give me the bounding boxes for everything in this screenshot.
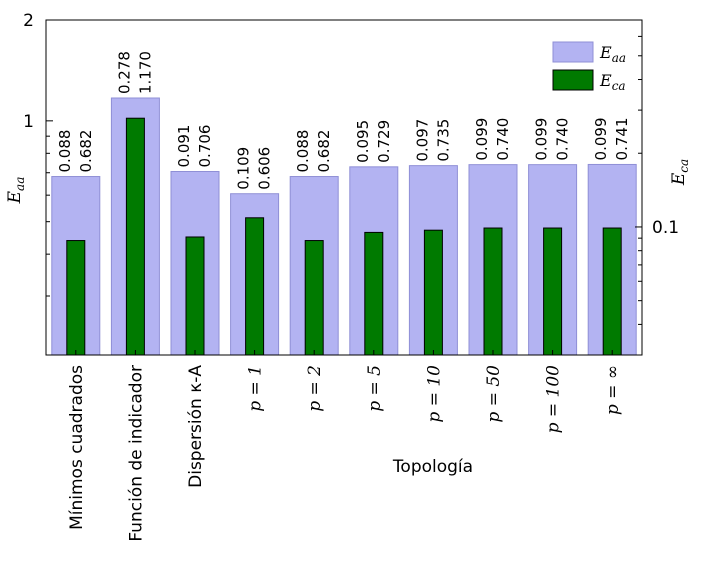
data-label-eaa: 0.682 [77,130,95,173]
right-axis-ticks: 0.1 [635,19,679,356]
bar-eca [125,117,145,356]
data-label-eaa: 0.729 [375,120,393,163]
data-label-eca: 0.091 [175,125,193,168]
data-label-eca: 0.109 [235,147,253,190]
bar-eca [543,227,563,356]
bar-eca [364,231,384,356]
data-label-eca: 0.099 [473,118,491,161]
series-eca-bars [66,117,622,356]
category-label: p = 10 [424,365,444,423]
y-axis-left-title-main: E [5,190,25,204]
tick-label-right: 0.1 [652,218,679,238]
bar-eca [483,227,503,356]
legend-swatch-eca [552,69,594,91]
y-axis-right-title-sub: ca [677,159,691,173]
category-label: Función de indicador [126,365,146,542]
data-label-eaa: 0.735 [434,119,452,162]
legend-label-eaa: Eaa [599,43,626,65]
y-axis-right-title-main: E [669,172,689,186]
y-axis-left-title: Eaa [5,177,27,205]
data-label-eca: 0.278 [115,51,133,94]
data-label-eaa: 0.740 [494,118,512,161]
data-label-eca: 0.099 [592,118,610,161]
series-eaa-bars [51,97,637,356]
y-axis-right-title: Eca [669,159,691,186]
bar-eca [245,217,265,356]
bar-eca [66,240,86,356]
x-axis-title: Topología [392,457,473,477]
tick-label-left: 1 [23,112,34,132]
category-label: p = 100 [544,365,564,434]
data-label-eaa: 0.706 [196,125,214,168]
data-label-eaa: 0.682 [315,130,333,173]
bar-eca [423,229,443,356]
tick-label-left: 2 [23,11,34,31]
data-label-eca: 0.095 [354,120,372,163]
category-label: Dispersión κ-A [186,365,206,488]
bar-eca [304,240,324,356]
category-label: p = 1 [246,365,266,412]
legend-swatch-eaa [552,41,594,63]
legend-label-eaa-main: E [599,43,612,62]
category-label: p = 50 [484,365,504,423]
category-label: p = ∞ [603,365,623,415]
category-label: p = 2 [305,365,325,412]
data-label-eaa: 0.740 [554,118,572,161]
legend-label-eca-main: E [599,71,612,90]
data-label-eaa: 1.170 [136,51,154,94]
x-axis-tick-labels: Mínimos cuadrados Función de indicador Dis… [67,350,623,542]
plot-frame [45,19,643,356]
data-label-eca: 0.088 [56,130,74,173]
bar-eca [602,227,622,356]
y-axis-left-title-sub: aa [13,177,27,191]
bar-eca [185,236,205,356]
data-label-eaa: 0.741 [613,118,631,161]
legend-label-eca-sub: ca [612,79,626,93]
data-label-eaa: 0.606 [256,147,274,190]
legend-label-eaa-sub: aa [612,51,626,65]
category-label: Mínimos cuadrados [67,365,87,530]
left-axis-ticks: 12 [23,11,53,356]
category-label: p = 5 [365,365,385,412]
data-label-eca: 0.088 [294,130,312,173]
legend-label-eca: Eca [599,71,626,93]
legend: Eaa Eca [552,41,626,93]
data-label-eca: 0.097 [413,119,431,162]
data-label-eca: 0.099 [533,118,551,161]
